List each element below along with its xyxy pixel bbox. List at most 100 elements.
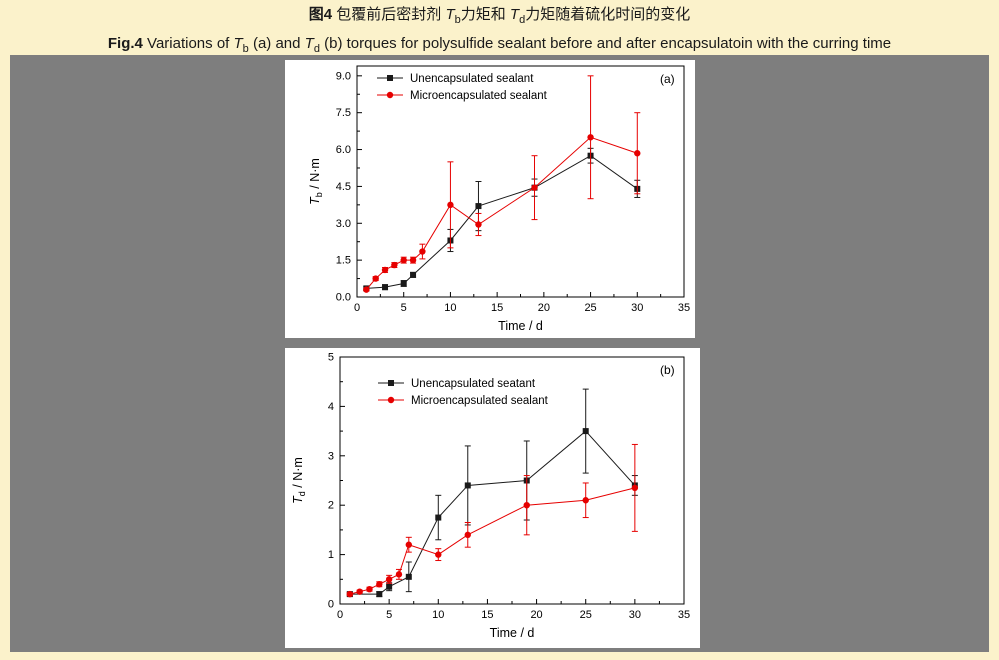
legend-marker (387, 396, 395, 404)
x-tick-label: 5 (401, 302, 407, 314)
x-axis-label: Time / d (498, 319, 543, 333)
y-tick-label: 4.5 (336, 181, 351, 193)
caption-en-figno: Fig.4 (107, 35, 143, 52)
data-point (435, 551, 442, 558)
panel-label: (a) (660, 72, 675, 86)
data-point (631, 484, 639, 492)
data-point (409, 256, 417, 264)
data-point (435, 514, 442, 521)
caption-english: Fig.4 Variations of Tb (a) and Td (b) to… (0, 32, 999, 61)
caption-cn-td: T (509, 6, 520, 23)
data-point (475, 221, 482, 228)
data-point (400, 256, 407, 264)
x-tick-label: 20 (530, 609, 542, 621)
caption-cn-text2: 力矩和 (460, 6, 510, 23)
y-tick-label: 7.5 (336, 107, 351, 119)
x-tick-label: 5 (386, 609, 392, 621)
legend: Unencapsulated sealant Microencapsulated … (377, 73, 548, 102)
data-point (405, 573, 412, 580)
caption-cn-tb: T (445, 6, 455, 23)
data-point (531, 184, 538, 191)
data-point (372, 275, 379, 282)
x-tick-label: 35 (678, 302, 690, 314)
chart-a-svg: 0 5 10 15 20 25 30 35 0.0 1.5 3.0 4.5 6.0 7.5 9.0 Time … (308, 65, 690, 333)
plot-frame (339, 356, 685, 605)
figure-area: 0 5 10 15 20 25 30 35 0.0 1.5 3.0 4.5 6.0 7.5 9.0 Time … (10, 55, 989, 652)
data-point (391, 261, 398, 269)
x-tick-label: 15 (481, 609, 493, 621)
x-tick-label: 0 (354, 302, 360, 314)
y-tick-label: 2 (328, 500, 334, 512)
data-point (523, 502, 530, 509)
caption-cn-tb-sub: b (454, 14, 461, 26)
y-tick-label: 6.0 (336, 144, 351, 156)
y-tick-label: 1.5 (336, 255, 351, 267)
data-point (395, 571, 403, 578)
data-point (381, 266, 389, 274)
data-point (464, 482, 471, 489)
data-point (419, 248, 426, 255)
data-point (356, 588, 363, 595)
data-point (475, 203, 482, 210)
y-tick-label: 5 (328, 352, 334, 364)
series-circle (346, 443, 639, 598)
caption-en-text: Variations of (142, 35, 234, 52)
data-point (447, 201, 454, 209)
y-tick-label: 9.0 (336, 70, 351, 82)
legend-marker (388, 380, 394, 386)
y-axis-label: Tb / N·m (308, 158, 324, 205)
caption-en-td: T (304, 35, 314, 52)
data-point (385, 576, 393, 583)
caption-cn-text3: 力矩随着硫化时间的变化 (525, 6, 691, 23)
y-tick-label: 1 (328, 549, 334, 561)
caption-cn-figno: 图4 (308, 6, 333, 23)
data-point (400, 280, 407, 287)
x-tick-label: 15 (491, 302, 503, 314)
y-tick-label: 0 (328, 599, 334, 611)
x-tick-label: 35 (678, 609, 690, 621)
chart-b-svg: 0 5 10 15 20 25 30 35 0 1 2 3 4 5 Time / d Td / N·m Unen… (291, 352, 690, 641)
x-axis-label: Time / d (490, 626, 535, 640)
data-point (346, 590, 354, 598)
x-tick-label: 25 (584, 302, 596, 314)
y-tick-label: 3.0 (336, 218, 351, 230)
data-point (587, 134, 594, 141)
x-tick-label: 30 (631, 302, 643, 314)
data-point (410, 271, 417, 278)
x-tick-label: 10 (432, 609, 444, 621)
caption-cn-td-sub: d (519, 14, 526, 26)
caption-chinese: 图4 包覆前后密封剂 Tb力矩和 Td力矩随着硫化时间的变化 (0, 3, 999, 32)
legend-label: Microencapsulated sealant (410, 90, 548, 102)
legend-marker (386, 91, 394, 99)
caption-cn-text: 包覆前后密封剂 (332, 6, 446, 23)
data-point (382, 284, 389, 291)
y-tick-label: 0.0 (336, 292, 351, 304)
data-point (363, 286, 370, 293)
legend-marker (387, 75, 393, 81)
legend-label: Unencapsulated sealant (410, 73, 534, 85)
data-point (582, 497, 589, 504)
x-tick-label: 30 (629, 609, 641, 621)
legend-label: Microencapsulated sealant (411, 395, 549, 407)
chart-panel-b: 0 5 10 15 20 25 30 35 0 1 2 3 4 5 Time / d Td / N·m Unen… (285, 348, 700, 648)
legend-label: Unencapsulated seatant (411, 378, 536, 390)
data-point (366, 585, 373, 593)
series-circle (363, 75, 641, 293)
y-tick-label: 3 (328, 450, 334, 462)
data-point (386, 583, 393, 590)
caption-en-tb-sub: b (242, 43, 249, 55)
data-point (464, 531, 471, 539)
data-point (582, 428, 589, 435)
y-axis-label: Td / N·m (291, 457, 307, 504)
axes: 0 5 10 15 20 25 30 35 0.0 1.5 3.0 4.5 6.0 7.5 9.0 (336, 70, 690, 314)
x-tick-label: 25 (580, 609, 592, 621)
x-tick-label: 0 (337, 609, 343, 621)
axes: 0 5 10 15 20 25 30 35 0 1 2 3 4 5 (328, 352, 690, 622)
legend: Unencapsulated seatant Microencapsulated … (378, 378, 549, 407)
x-tick-label: 20 (538, 302, 550, 314)
figure-caption: 图4 包覆前后密封剂 Tb力矩和 Td力矩随着硫化时间的变化 Fig.4 Var… (0, 3, 999, 61)
caption-en-td-sub: d (313, 43, 320, 55)
caption-en-tb: T (233, 35, 243, 52)
data-point (634, 150, 641, 157)
